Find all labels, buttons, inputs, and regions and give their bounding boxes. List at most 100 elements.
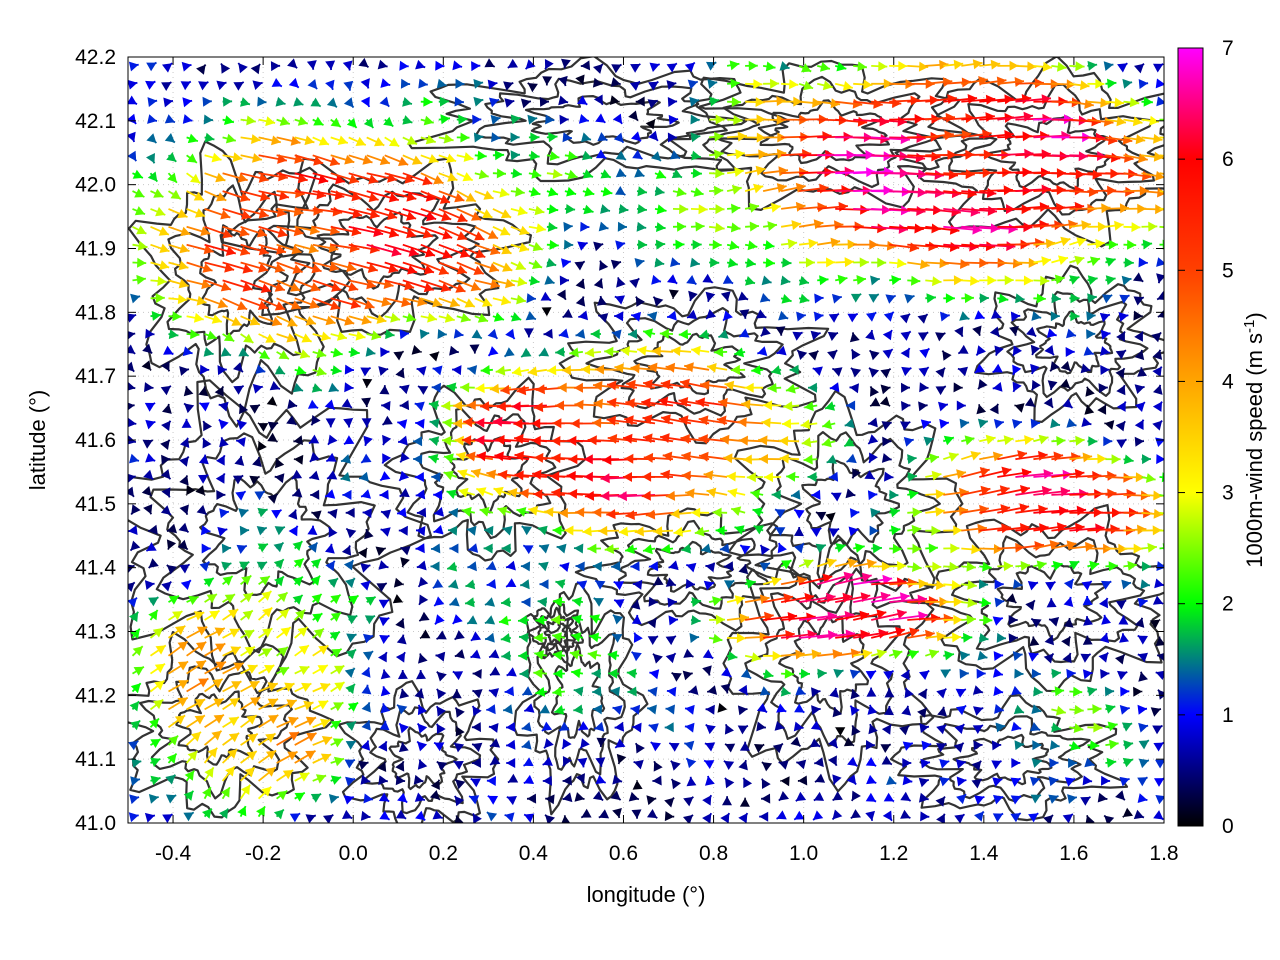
- wind-vector: [940, 311, 950, 322]
- wind-vector: [378, 560, 389, 570]
- wind-vector: [1031, 758, 1042, 768]
- wind-vector: [722, 796, 732, 806]
- wind-vector: [935, 385, 947, 396]
- wind-vector: [128, 525, 138, 535]
- wind-vector: [808, 382, 818, 393]
- wind-vector: [1009, 325, 1019, 336]
- wind-vector: [487, 328, 499, 340]
- wind-vector: [196, 504, 208, 516]
- wind-vector: [376, 582, 388, 592]
- wind-vector: [396, 507, 407, 518]
- wind-vector: [258, 225, 288, 238]
- wind-vector: [607, 650, 620, 661]
- wind-vector: [276, 646, 289, 657]
- wind-vector: [992, 777, 1003, 787]
- wind-vector: [431, 472, 441, 483]
- wind-vector: [630, 363, 656, 374]
- wind-vector: [312, 297, 341, 311]
- wind-vector: [727, 96, 741, 107]
- wind-vector: [1008, 615, 1018, 625]
- wind-vector: [542, 775, 552, 786]
- wind-vector: [824, 401, 836, 411]
- wind-vector: [753, 524, 764, 535]
- wind-vector: [186, 172, 201, 184]
- wind-vector: [204, 208, 231, 220]
- wind-vector: [414, 401, 425, 412]
- wind-vector: [325, 79, 335, 91]
- wind-vector: [759, 811, 769, 822]
- x-tick-label: 1.8: [1149, 842, 1178, 865]
- wind-vector: [1138, 257, 1148, 268]
- contour-line: [951, 535, 1146, 664]
- wind-vector: [702, 273, 714, 284]
- wind-vector: [398, 525, 408, 536]
- wind-vector: [181, 61, 192, 72]
- wind-vector: [254, 490, 266, 501]
- wind-vector: [865, 670, 877, 680]
- wind-vector: [920, 419, 932, 430]
- wind-vector: [1051, 705, 1067, 716]
- wind-vector: [762, 166, 789, 177]
- wind-vector: [649, 669, 660, 680]
- wind-vector: [222, 662, 245, 675]
- wind-vector: [684, 740, 695, 751]
- wind-vector: [130, 293, 141, 304]
- wind-vector: [436, 671, 447, 682]
- contour-line: [919, 715, 1091, 803]
- wind-vector: [327, 577, 339, 588]
- wind-vector: [618, 526, 638, 537]
- wind-vector: [594, 364, 620, 375]
- wind-vector: [546, 239, 559, 250]
- wind-vector: [395, 367, 405, 379]
- wind-vector: [630, 704, 641, 715]
- wind-vector: [144, 402, 156, 412]
- wind-vector: [943, 469, 967, 479]
- wind-vector: [420, 225, 453, 240]
- wind-vector: [240, 333, 254, 344]
- wind-vector: [363, 435, 373, 447]
- wind-vector: [202, 807, 213, 819]
- wind-vector: [953, 382, 963, 393]
- wind-vector: [150, 293, 165, 304]
- wind-vector: [889, 578, 918, 588]
- colorbar-tick-label: 3: [1222, 482, 1234, 505]
- wind-vector: [846, 400, 856, 411]
- wind-vector: [1122, 78, 1133, 89]
- wind-vector: [528, 150, 540, 161]
- wind-vector: [705, 309, 717, 320]
- wind-vector: [360, 366, 372, 377]
- wind-vector: [1087, 470, 1117, 481]
- wind-vector: [918, 401, 928, 412]
- wind-vector: [571, 668, 584, 679]
- wind-vector: [502, 704, 513, 715]
- wind-vector: [392, 594, 404, 604]
- wind-vector: [726, 222, 741, 233]
- wind-vector: [183, 402, 195, 414]
- wind-vector: [727, 488, 746, 498]
- wind-vector: [592, 790, 604, 802]
- wind-vector: [203, 114, 214, 125]
- wind-vector: [571, 632, 584, 642]
- wind-vector: [364, 614, 376, 625]
- wind-vector: [203, 766, 215, 782]
- wind-vector: [597, 295, 607, 306]
- wind-vector: [161, 81, 172, 91]
- wind-vector: [506, 758, 516, 768]
- wind-vector: [342, 809, 353, 820]
- wind-vector: [798, 573, 833, 586]
- wind-vector: [202, 437, 212, 449]
- wind-vector: [610, 686, 620, 697]
- wind-vector: [556, 289, 567, 301]
- wind-vector: [670, 257, 681, 267]
- wind-vector: [486, 776, 496, 786]
- wind-vector: [258, 682, 279, 693]
- wind-vector: [552, 525, 565, 536]
- wind-vector: [257, 786, 272, 800]
- wind-vector: [1141, 133, 1163, 144]
- wind-vector: [1159, 494, 1164, 501]
- wind-vector: [943, 241, 979, 252]
- wind-vector: [598, 221, 609, 232]
- wind-vector: [1044, 345, 1055, 356]
- wind-vector: [398, 470, 410, 482]
- wind-vector: [366, 154, 391, 166]
